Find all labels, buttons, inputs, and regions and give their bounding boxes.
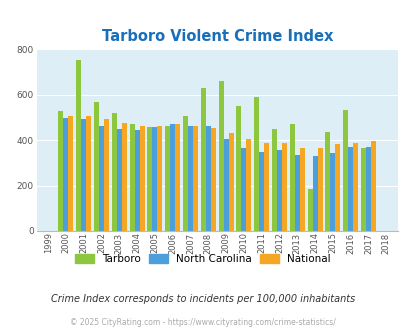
Bar	[317, 148, 322, 231]
Text: Crime Index corresponds to incidents per 100,000 inhabitants: Crime Index corresponds to incidents per…	[51, 294, 354, 304]
Bar	[139, 125, 144, 231]
Bar	[170, 124, 175, 231]
Bar	[76, 60, 81, 231]
Bar	[117, 129, 121, 231]
Bar	[165, 125, 170, 231]
Bar	[99, 125, 104, 231]
Bar	[325, 132, 330, 231]
Bar	[347, 147, 352, 231]
Bar	[147, 127, 152, 231]
Bar	[352, 143, 357, 231]
Bar	[276, 150, 281, 231]
Bar	[254, 97, 258, 231]
Bar	[104, 119, 109, 231]
Bar	[111, 113, 117, 231]
Bar	[365, 147, 370, 231]
Text: © 2025 CityRating.com - https://www.cityrating.com/crime-statistics/: © 2025 CityRating.com - https://www.city…	[70, 318, 335, 327]
Bar	[81, 119, 86, 231]
Bar	[63, 117, 68, 231]
Bar	[152, 127, 157, 231]
Bar	[183, 116, 188, 231]
Bar	[86, 116, 91, 231]
Bar	[175, 124, 180, 231]
Bar	[94, 102, 99, 231]
Bar	[68, 116, 73, 231]
Bar	[299, 148, 304, 231]
Bar	[307, 189, 312, 231]
Title: Tarboro Violent Crime Index: Tarboro Violent Crime Index	[101, 29, 332, 44]
Bar	[210, 128, 215, 231]
Bar	[205, 125, 210, 231]
Bar	[157, 125, 162, 231]
Bar	[360, 148, 365, 231]
Bar	[330, 153, 335, 231]
Bar	[335, 144, 339, 231]
Bar	[241, 148, 246, 231]
Bar	[200, 88, 205, 231]
Bar	[192, 125, 198, 231]
Bar	[236, 106, 241, 231]
Bar	[271, 129, 276, 231]
Bar	[188, 125, 192, 231]
Bar	[218, 81, 223, 231]
Bar	[228, 133, 233, 231]
Bar	[258, 151, 264, 231]
Bar	[129, 124, 134, 231]
Legend: Tarboro, North Carolina, National: Tarboro, North Carolina, National	[75, 253, 330, 264]
Bar	[246, 139, 251, 231]
Bar	[312, 156, 317, 231]
Bar	[342, 110, 347, 231]
Bar	[122, 123, 126, 231]
Bar	[294, 155, 299, 231]
Bar	[281, 143, 286, 231]
Bar	[289, 124, 294, 231]
Bar	[58, 111, 63, 231]
Bar	[223, 139, 228, 231]
Bar	[134, 130, 139, 231]
Bar	[370, 141, 375, 231]
Bar	[264, 143, 269, 231]
